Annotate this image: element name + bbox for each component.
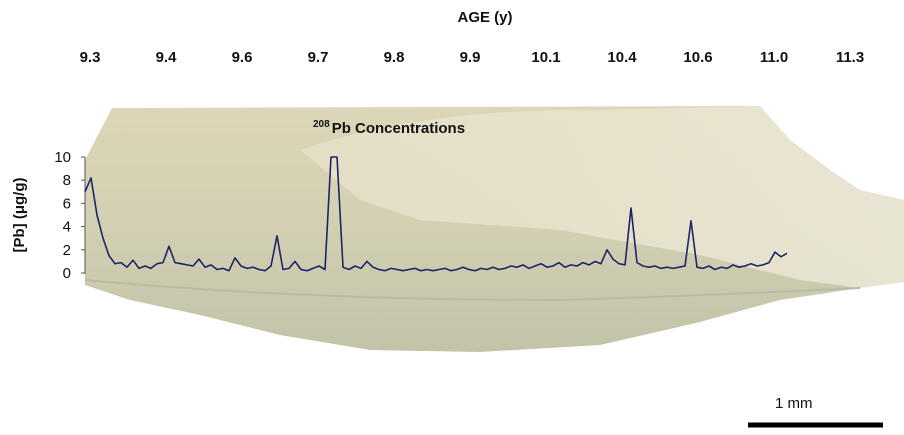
y-tick-label: 8 (63, 172, 71, 189)
top-tick-label: 10.6 (683, 49, 712, 66)
top-tick-label: 9.7 (308, 49, 329, 66)
top-tick-label: 9.6 (232, 49, 253, 66)
top-tick-label: 9.4 (156, 49, 178, 66)
top-tick-label: 9.3 (80, 49, 101, 66)
annotation-text: Pb Concentrations (332, 120, 465, 137)
data-line (84, 156, 788, 272)
top-tick-label: 9.9 (460, 49, 481, 66)
y-tick-label: 10 (54, 149, 71, 166)
top-tick-label: 11.3 (836, 49, 864, 66)
top-axis-title: AGE (y) (457, 9, 512, 26)
top-tick-label: 10.1 (531, 49, 560, 66)
tooth-image (84, 106, 904, 352)
annotation: 208 Pb Concentrations (313, 119, 465, 137)
y-tick-label: 6 (63, 195, 71, 212)
y-tick-label: 0 (63, 265, 71, 282)
y-axis-title: [Pb] (μg/g) (11, 178, 28, 253)
top-tick-label: 10.4 (607, 49, 637, 66)
top-tick-label: 9.8 (384, 49, 405, 66)
top-tick-label: 11.0 (760, 49, 788, 66)
scale-bar-label: 1 mm (775, 395, 813, 412)
y-tick-label: 4 (63, 219, 71, 236)
annotation-superscript: 208 (313, 119, 330, 130)
y-tick-label: 2 (63, 242, 71, 259)
